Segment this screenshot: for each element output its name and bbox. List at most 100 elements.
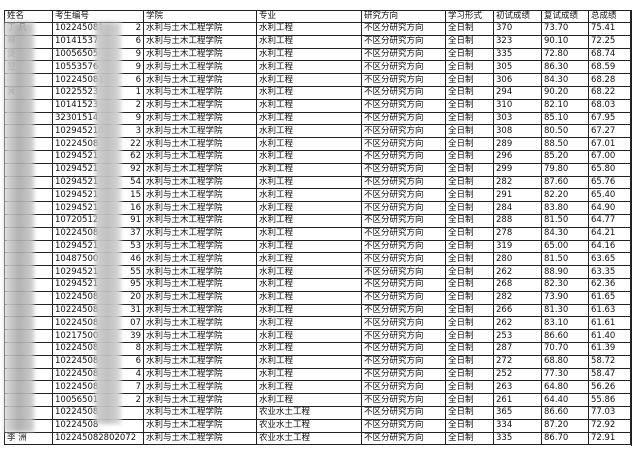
college-cell: 水利与土木工程学院 <box>143 303 257 318</box>
major-cell: 农业水土工程 <box>256 431 362 446</box>
retest-score-cell: 85.20 <box>541 149 589 164</box>
id-prefix: 10294521 <box>55 202 99 213</box>
id-suffix: 9 <box>135 48 141 59</box>
research-direction-cell: 不区分研究方向 <box>361 149 446 164</box>
college-cell: 水利与土木工程学院 <box>143 393 257 407</box>
research-direction-cell: 不区分研究方向 <box>361 188 446 203</box>
retest-score-cell: 72.80 <box>541 47 589 62</box>
major-cell: 水利工程 <box>256 47 362 62</box>
initial-score-cell: 335 <box>493 47 542 62</box>
study-mode-cell: 全日制 <box>445 329 494 343</box>
major-cell: 水利工程 <box>256 354 362 369</box>
college-cell: 水利与土木工程学院 <box>143 341 257 356</box>
initial-score-cell: 282 <box>493 290 542 305</box>
research-direction-cell: 不区分研究方向 <box>361 239 446 254</box>
study-mode-cell: 全日制 <box>445 405 494 420</box>
id-prefix: 10294521 <box>55 164 99 175</box>
study-mode-cell: 全日制 <box>445 418 494 433</box>
id-prefix: 10294521 <box>55 151 99 162</box>
retest-score-cell: 87.20 <box>541 418 589 433</box>
id-suffix: 6 <box>135 74 141 85</box>
study-mode-cell: 全日制 <box>445 22 494 36</box>
study-mode-cell: 全日制 <box>445 277 494 292</box>
id-suffix: 53 <box>130 240 141 251</box>
study-mode-cell: 全日制 <box>445 85 494 100</box>
table-row: 10224508 31 水利与土木工程学院 水利工程 不区分研究方向 全日制 266 81.3… <box>4 303 631 318</box>
major-cell: 水利工程 <box>256 73 362 87</box>
initial-score-cell: 323 <box>493 34 542 49</box>
retest-score-cell: 90.10 <box>541 34 589 49</box>
retest-score-cell: 86.70 <box>541 431 589 446</box>
header-major: 专业 <box>256 10 362 23</box>
name-redaction-blur <box>4 22 34 432</box>
table-row: 李 洲 102245082802072 水利与土木工程学院 农业水土工程 不区分研究方向… <box>4 431 631 446</box>
research-direction-cell: 不区分研究方向 <box>361 162 446 177</box>
header-name: 姓名 <box>4 10 53 23</box>
study-mode-cell: 全日制 <box>445 290 494 305</box>
total-score-cell: 68.28 <box>588 73 631 87</box>
id-prefix: 10224508 <box>55 368 99 379</box>
header-initial-score: 初试成绩 <box>493 10 542 23</box>
research-direction-cell: 不区分研究方向 <box>361 85 446 100</box>
college-cell: 水利与土木工程学院 <box>143 98 257 113</box>
initial-score-cell: 288 <box>493 213 542 228</box>
research-direction-cell: 不区分研究方向 <box>361 329 446 343</box>
retest-score-cell: 82.10 <box>541 98 589 113</box>
total-score-cell: 67.00 <box>588 149 631 164</box>
table-row: 102245081 6 水利与土木工程学院 水利工程 不区分研究方向 全日制 306 84.3… <box>4 73 631 87</box>
initial-score-cell: 268 <box>493 277 542 292</box>
college-cell: 水利与土木工程学院 <box>143 60 257 75</box>
initial-score-cell: 305 <box>493 60 542 75</box>
id-suffix: 22 <box>130 138 141 149</box>
major-cell: 水利工程 <box>256 137 362 151</box>
id-prefix: 10294521 <box>55 279 99 290</box>
major-cell: 水利工程 <box>256 162 362 177</box>
study-mode-cell: 全日制 <box>445 226 494 241</box>
college-cell: 水利与土木工程学院 <box>143 252 257 267</box>
id-prefix: 10224508 <box>55 317 99 328</box>
retest-score-cell: 86.60 <box>541 405 589 420</box>
college-cell: 水利与土木工程学院 <box>143 265 257 279</box>
total-score-cell: 56.26 <box>588 380 631 395</box>
research-direction-cell: 不区分研究方向 <box>361 418 446 433</box>
id-suffix: 6 <box>135 356 141 367</box>
study-mode-cell: 全日制 <box>445 201 494 215</box>
id-suffix: 95 <box>130 279 141 290</box>
college-cell: 水利与土木工程学院 <box>143 226 257 241</box>
retest-score-cell: 83.80 <box>541 201 589 215</box>
retest-score-cell: 82.20 <box>541 188 589 203</box>
id-suffix: 55 <box>130 266 141 277</box>
retest-score-cell: 64.40 <box>541 393 589 407</box>
research-direction-cell: 不区分研究方向 <box>361 226 446 241</box>
major-cell: 水利工程 <box>256 213 362 228</box>
id-prefix: 102245081 <box>55 23 104 34</box>
id-prefix: 10224508 <box>55 304 99 315</box>
id-prefix: 102945210 <box>55 125 104 136</box>
study-mode-cell: 全日制 <box>445 111 494 126</box>
college-cell: 水利与土木工程学院 <box>143 329 257 343</box>
name-cell: 李 洲 <box>4 431 53 446</box>
study-mode-cell: 全日制 <box>445 303 494 318</box>
study-mode-cell: 全日制 <box>445 175 494 190</box>
research-direction-cell: 不区分研究方向 <box>361 73 446 87</box>
college-cell: 水利与土木工程学院 <box>143 277 257 292</box>
initial-score-cell: 299 <box>493 162 542 177</box>
retest-score-cell: 68.80 <box>541 354 589 369</box>
major-cell: 水利工程 <box>256 380 362 395</box>
research-direction-cell: 不区分研究方向 <box>361 98 446 113</box>
major-cell: 农业水土工程 <box>256 418 362 433</box>
id-suffix: 8 <box>135 343 141 354</box>
initial-score-cell: 262 <box>493 316 542 331</box>
total-score-cell: 63.35 <box>588 265 631 279</box>
study-mode-cell: 全日制 <box>445 98 494 113</box>
id-suffix: 2 <box>135 394 141 405</box>
college-cell: 水利与土木工程学院 <box>143 162 257 177</box>
initial-score-cell: 253 <box>493 329 542 343</box>
total-score-cell: 72.91 <box>588 431 631 446</box>
id-suffix: 9 <box>135 112 141 123</box>
total-score-cell: 72.92 <box>588 418 631 433</box>
id-prefix: 10294521 <box>55 189 99 200</box>
research-direction-cell: 不区分研究方向 <box>361 393 446 407</box>
id-prefix: 10224508 <box>55 292 99 303</box>
id-suffix: 9 <box>135 61 141 72</box>
